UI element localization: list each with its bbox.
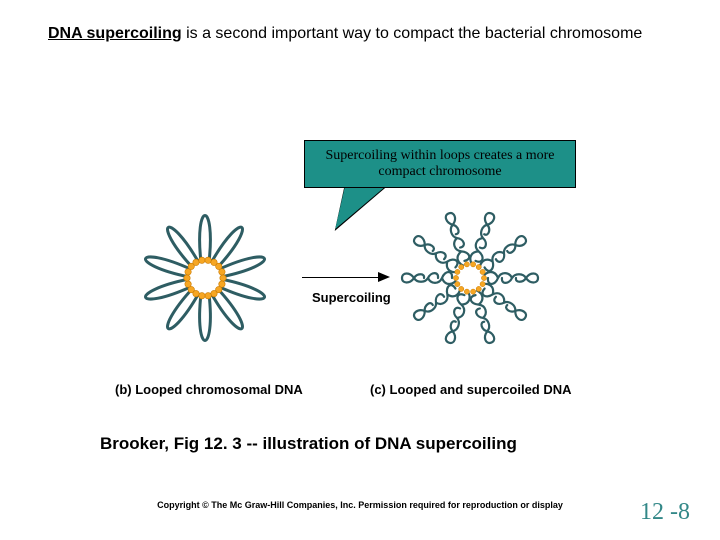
slide-title: DNA supercoiling is a second important w…: [48, 24, 668, 45]
callout-tail: [325, 187, 385, 229]
arrow-line: [302, 277, 380, 278]
copyright-notice: Copyright © The Mc Graw-Hill Companies, …: [0, 500, 720, 510]
callout-text: Supercoiling within loops creates a more…: [315, 148, 565, 180]
arrow-label: Supercoiling: [312, 290, 391, 305]
diagram-supercoiled-dna: [400, 208, 540, 348]
callout-box: Supercoiling within loops creates a more…: [304, 140, 576, 188]
title-emphasis: DNA supercoiling: [48, 25, 182, 42]
arrow-head-icon: [378, 272, 390, 282]
caption-b: (b) Looped chromosomal DNA: [115, 382, 303, 397]
diagram-looped-dna: [125, 198, 285, 358]
caption-c: (c) Looped and supercoiled DNA: [370, 382, 572, 397]
page-number: 12 -8: [640, 499, 690, 526]
title-rest: is a second important way to compact the…: [182, 25, 643, 42]
figure-reference: Brooker, Fig 12. 3 -- illustration of DN…: [100, 434, 517, 454]
